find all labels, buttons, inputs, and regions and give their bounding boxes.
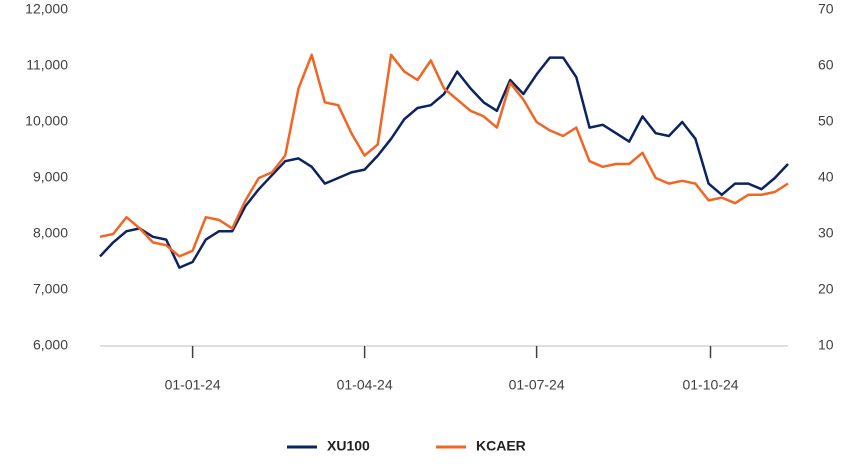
- legend-label: XU100: [327, 438, 370, 454]
- y-tick-label: 9,000: [33, 169, 68, 185]
- y2-tick-label: 10: [818, 337, 834, 353]
- y2-tick-label: 60: [818, 57, 834, 73]
- y2-tick-label: 30: [818, 225, 834, 241]
- y2-tick-label: 40: [818, 169, 834, 185]
- x-tick-label: 01-04-24: [337, 377, 393, 393]
- y-tick-label: 7,000: [33, 281, 68, 297]
- x-tick-label: 01-10-24: [682, 377, 738, 393]
- y-tick-label: 11,000: [26, 57, 68, 73]
- series-line: [99, 56, 789, 269]
- y-tick-label: 6,000: [33, 337, 68, 353]
- y2-tick-label: 20: [818, 281, 834, 297]
- series-line: [99, 53, 789, 258]
- y2-tick-label: 50: [818, 113, 834, 129]
- y2-tick-label: 70: [818, 1, 834, 17]
- y-tick-label: 12,000: [25, 1, 68, 17]
- x-tick-label: 01-01-24: [165, 377, 221, 393]
- legend-label: KCAER: [476, 438, 526, 454]
- x-tick-label: 01-07-24: [509, 377, 565, 393]
- y-tick-label: 8,000: [33, 225, 68, 241]
- y-tick-label: 10,000: [25, 113, 68, 129]
